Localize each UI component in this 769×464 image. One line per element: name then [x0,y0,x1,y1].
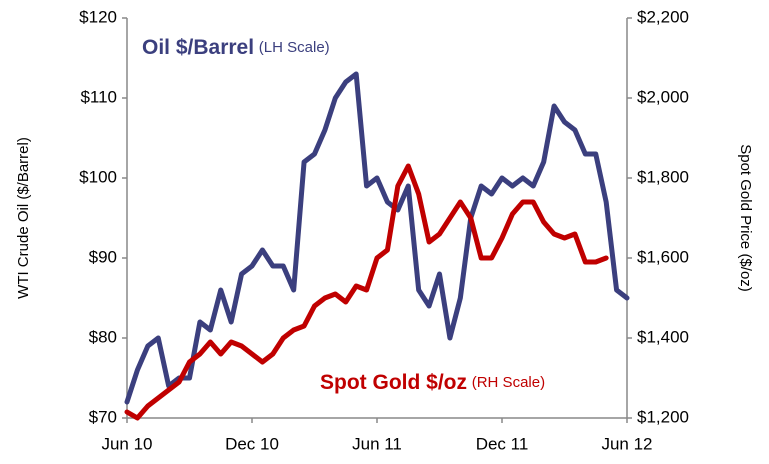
legend-label: Spot Gold $/oz [320,371,467,394]
y2-tick-label: $1,200 [637,407,689,426]
y-tick-label: $100 [79,167,117,186]
y-tick-label: $70 [89,407,117,426]
y-tick-label: $110 [80,87,117,106]
x-tick-label: Dec 11 [476,434,529,453]
y-axis-title: WTI Crude Oil ($/Barrel) [15,137,32,299]
legend-note: (LH Scale) [259,39,330,56]
y2-tick-label: $1,400 [637,327,689,346]
line-series [124,71,630,405]
legend-label: Oil $/Barrel [142,36,254,59]
y2-tick-label: $1,600 [637,247,689,266]
y2-tick-label: $2,000 [637,87,689,106]
legend-note: (RH Scale) [472,374,545,391]
y2-tick-label: $1,800 [637,167,689,186]
y-tick-label: $120 [79,7,117,26]
legend-oil: Oil $/Barrel (LH Scale) [142,36,330,59]
x-tick-label: Dec 10 [225,434,279,453]
y-tick-label: $80 [89,327,117,346]
legend-gold: Spot Gold $/oz (RH Scale) [320,371,545,394]
x-tick-label: Jun 11 [352,434,402,453]
line-series [124,163,609,421]
x-tick-label: Jun 10 [101,434,152,453]
x-tick-label: Jun 12 [601,434,652,453]
y2-axis-title: Spot Gold Price ($/oz) [737,144,754,292]
y-tick-label: $90 [89,247,117,266]
y2-tick-label: $2,200 [637,7,689,26]
